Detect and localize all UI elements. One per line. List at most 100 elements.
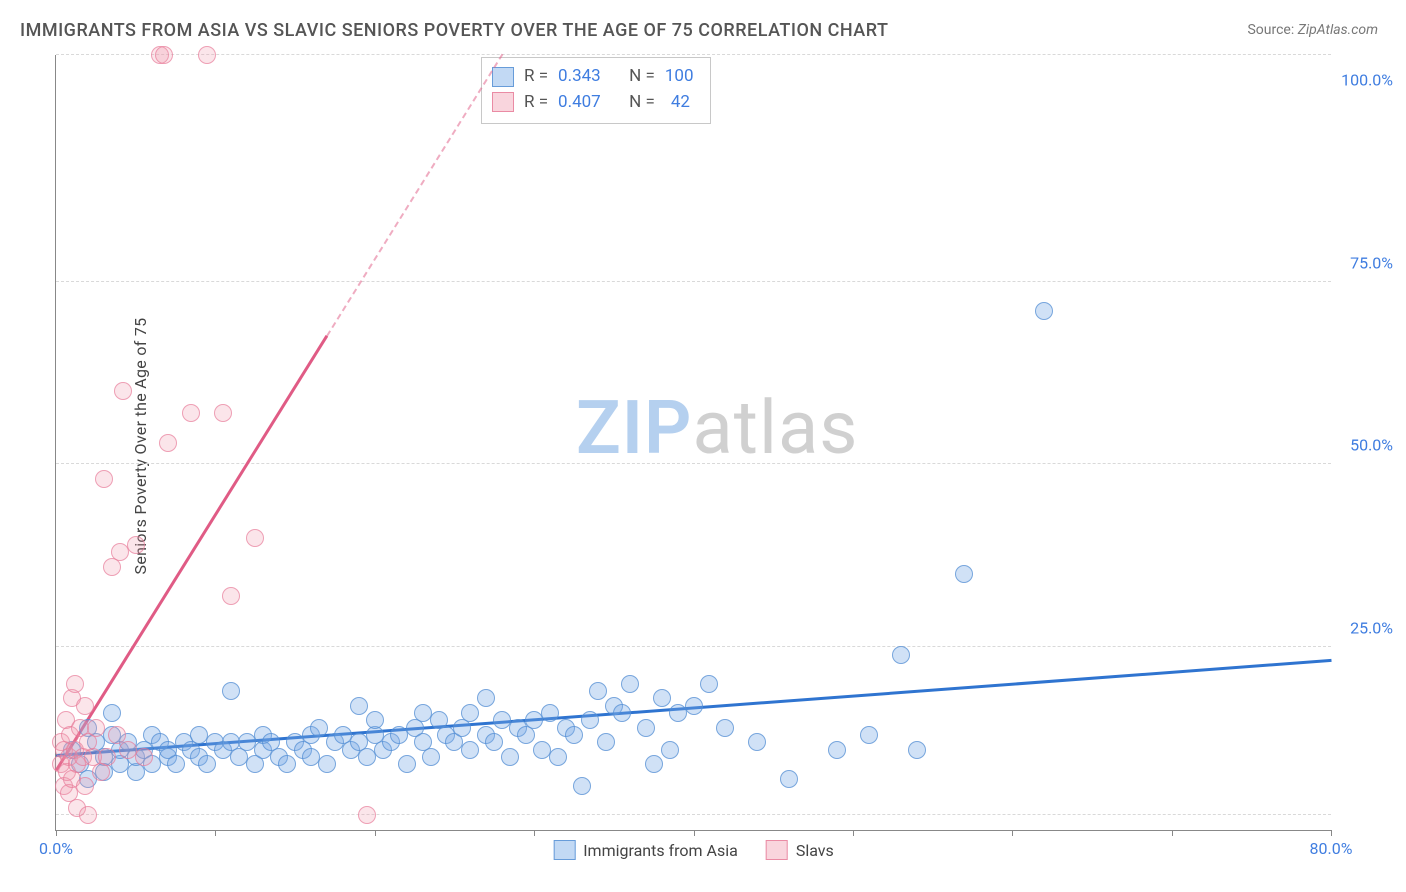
data-point — [892, 646, 910, 664]
swatch-blue-icon — [492, 67, 514, 87]
data-point — [350, 697, 368, 715]
x-tick-label: 0.0% — [39, 839, 73, 858]
source-attribution: Source: ZipAtlas.com — [1247, 22, 1378, 38]
data-point — [76, 777, 94, 795]
data-point — [589, 682, 607, 700]
data-point — [908, 741, 926, 759]
y-tick-label: 100.0% — [1337, 70, 1393, 89]
x-tick-label: 80.0% — [1310, 839, 1353, 858]
data-point — [716, 719, 734, 737]
data-point — [780, 770, 798, 788]
data-point — [95, 470, 113, 488]
x-tick — [694, 830, 695, 836]
data-point — [549, 748, 567, 766]
x-tick — [1172, 830, 1173, 836]
stat-n-label: N = — [629, 64, 655, 90]
x-tick — [375, 830, 376, 836]
data-point — [653, 689, 671, 707]
data-point — [461, 741, 479, 759]
data-point — [565, 726, 583, 744]
legend: Immigrants from Asia Slavs — [553, 840, 834, 860]
stat-r-blue: 0.343 — [558, 64, 601, 90]
trend-line — [326, 53, 503, 336]
data-point — [114, 382, 132, 400]
data-point — [222, 682, 240, 700]
legend-swatch-pink-icon — [766, 840, 788, 860]
data-point — [828, 741, 846, 759]
x-tick — [1012, 830, 1013, 836]
data-point — [613, 704, 631, 722]
gridline — [56, 814, 1331, 815]
stat-n-pink: 42 — [671, 90, 690, 116]
data-point — [485, 733, 503, 751]
y-tick-label: 50.0% — [1337, 436, 1393, 455]
x-tick — [215, 830, 216, 836]
data-point — [198, 755, 216, 773]
data-point — [860, 726, 878, 744]
x-tick — [56, 830, 57, 836]
x-tick — [534, 830, 535, 836]
data-point — [685, 697, 703, 715]
data-point — [637, 719, 655, 737]
data-point — [477, 689, 495, 707]
source-name: ZipAtlas.com — [1298, 22, 1378, 38]
data-point — [748, 733, 766, 751]
data-point — [501, 748, 519, 766]
trend-line — [55, 335, 328, 771]
data-point — [214, 404, 232, 422]
legend-label-blue: Immigrants from Asia — [583, 841, 738, 860]
data-point — [127, 536, 145, 554]
data-point — [700, 675, 718, 693]
data-point — [621, 675, 639, 693]
data-point — [87, 719, 105, 737]
data-point — [645, 755, 663, 773]
data-point — [182, 404, 200, 422]
source-prefix: Source: — [1247, 22, 1297, 38]
data-point — [66, 675, 84, 693]
y-tick-label: 25.0% — [1337, 619, 1393, 638]
legend-item-pink: Slavs — [766, 840, 834, 860]
data-point — [581, 711, 599, 729]
data-point — [76, 697, 94, 715]
data-point — [597, 733, 615, 751]
data-point — [155, 46, 173, 64]
stat-r-pink: 0.407 — [558, 90, 601, 116]
legend-label-pink: Slavs — [796, 841, 834, 860]
stat-n-label: N = — [629, 90, 655, 116]
data-point — [358, 806, 376, 824]
swatch-pink-icon — [492, 92, 514, 112]
y-tick-label: 75.0% — [1337, 253, 1393, 272]
data-point — [461, 704, 479, 722]
gridline — [56, 646, 1331, 647]
data-point — [278, 755, 296, 773]
stats-row-pink: R = 0.407 N = 42 — [492, 90, 694, 116]
data-point — [955, 565, 973, 583]
data-point — [573, 777, 591, 795]
data-point — [661, 741, 679, 759]
stats-row-blue: R = 0.343 N = 100 — [492, 64, 694, 90]
data-point — [98, 748, 116, 766]
correlation-stats-box: R = 0.343 N = 100 R = 0.407 N = 42 — [481, 57, 711, 124]
data-point — [198, 46, 216, 64]
data-point — [422, 748, 440, 766]
data-point — [246, 529, 264, 547]
watermark-zip: ZIP — [576, 385, 693, 472]
legend-item-blue: Immigrants from Asia — [553, 840, 738, 860]
legend-swatch-blue-icon — [553, 840, 575, 860]
watermark-atlas: atlas — [693, 385, 859, 472]
gridline — [56, 281, 1331, 282]
data-point — [398, 755, 416, 773]
data-point — [222, 587, 240, 605]
scatter-plot-area: ZIPatlas R = 0.343 N = 100 R = 0.407 N =… — [55, 55, 1331, 831]
stat-r-label: R = — [524, 90, 548, 116]
data-point — [159, 434, 177, 452]
x-tick — [1331, 830, 1332, 836]
chart-title: IMMIGRANTS FROM ASIA VS SLAVIC SENIORS P… — [20, 20, 888, 41]
data-point — [167, 755, 185, 773]
x-tick — [853, 830, 854, 836]
data-point — [541, 704, 559, 722]
stat-n-blue: 100 — [665, 64, 694, 90]
data-point — [1035, 302, 1053, 320]
stat-r-label: R = — [524, 64, 548, 90]
data-point — [318, 755, 336, 773]
